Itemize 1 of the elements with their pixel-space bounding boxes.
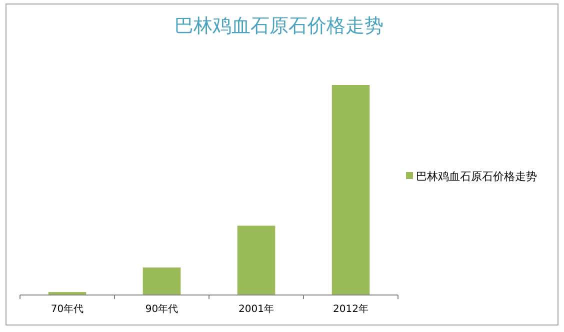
- title: 巴林鸡血石原石价格走势: [174, 15, 384, 37]
